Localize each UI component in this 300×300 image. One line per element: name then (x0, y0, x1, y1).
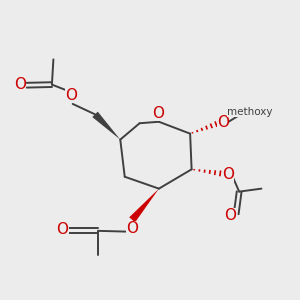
Text: O: O (153, 106, 165, 121)
Text: O: O (222, 167, 234, 182)
Text: methoxy: methoxy (227, 107, 273, 117)
Text: O: O (57, 223, 69, 238)
Text: O: O (126, 221, 138, 236)
Text: O: O (224, 208, 236, 223)
Polygon shape (92, 112, 120, 140)
Polygon shape (129, 189, 159, 222)
Text: O: O (218, 115, 230, 130)
Text: O: O (14, 77, 26, 92)
Text: O: O (65, 88, 77, 104)
